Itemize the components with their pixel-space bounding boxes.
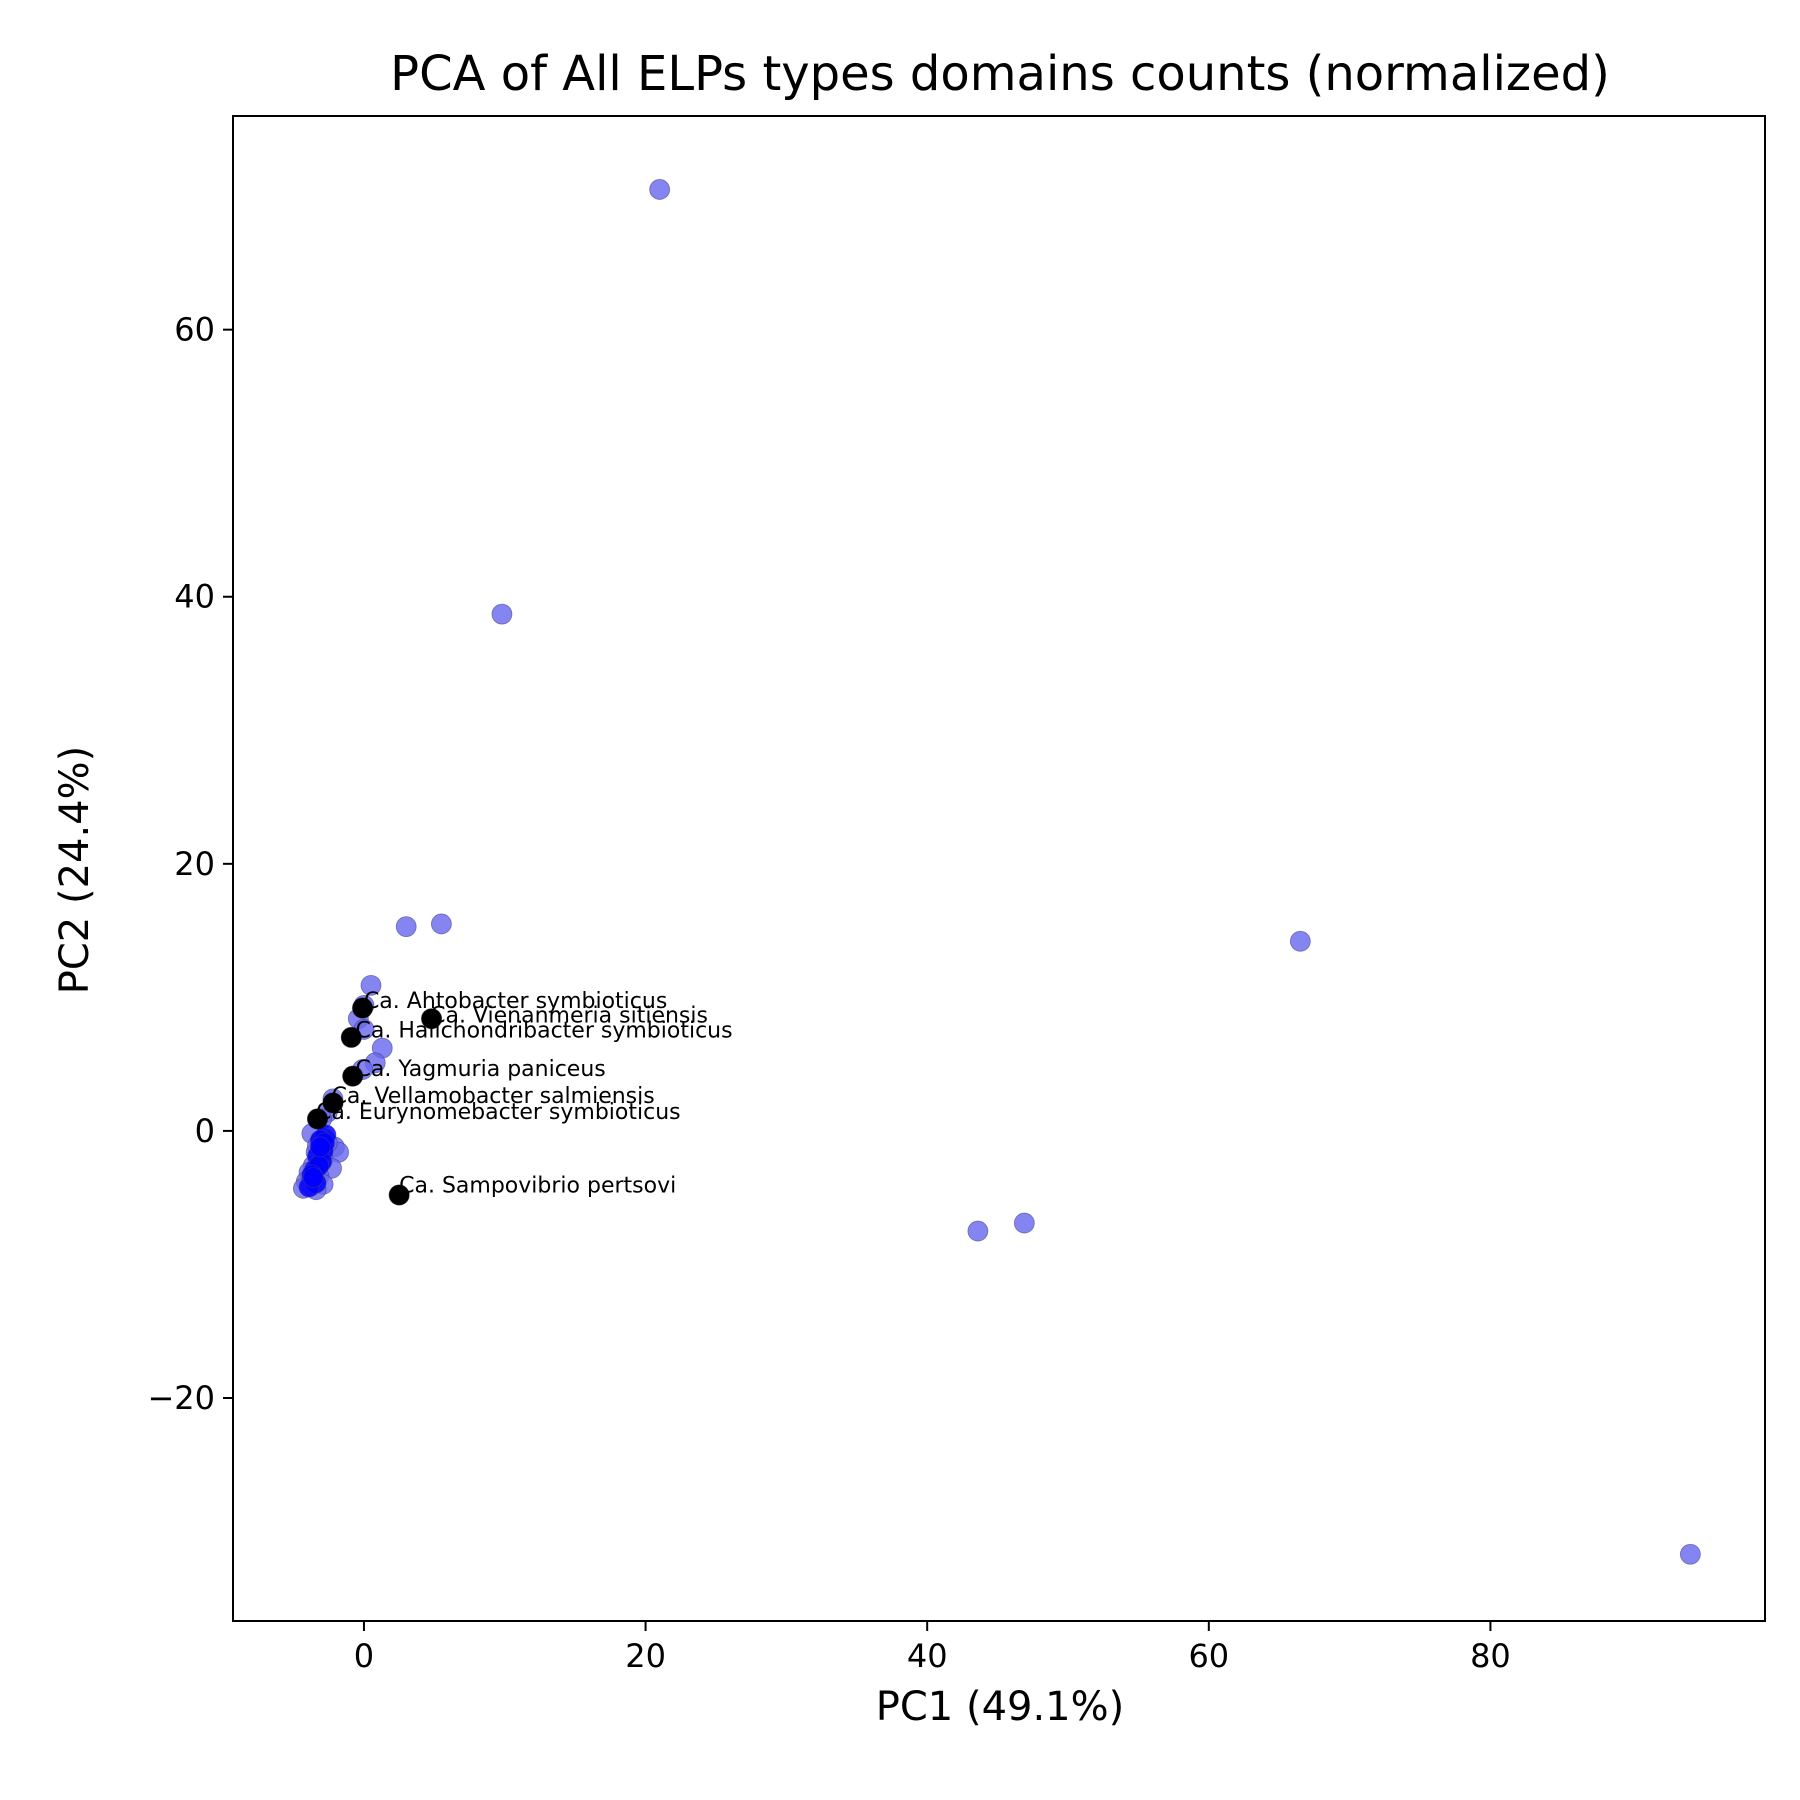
data-point	[1289, 930, 1311, 952]
data-point	[395, 916, 417, 937]
data-point	[1679, 1543, 1701, 1565]
x-axis-label: PC1 (49.1%)	[876, 1684, 1125, 1730]
data-point	[649, 179, 671, 200]
y-tick-label: 0	[195, 1112, 215, 1150]
point-annotation: Ca. Halichondribacter symbioticus	[356, 1018, 733, 1043]
x-tick-label: 20	[625, 1637, 666, 1675]
data-point	[430, 913, 452, 935]
point-annotation: Ca. Ahtobacter symbioticus	[364, 989, 667, 1014]
data-point	[360, 974, 382, 996]
y-tick-label: −20	[147, 1379, 215, 1417]
data-point	[309, 1136, 331, 1158]
data-point	[967, 1220, 989, 1242]
data-point	[491, 603, 513, 625]
x-tick-label: 60	[1188, 1637, 1229, 1675]
highlighted-point	[340, 1026, 362, 1048]
y-tick-label: 20	[174, 845, 215, 883]
point-annotation: Ca. Vienanmeria sitiensis	[430, 1004, 708, 1029]
data-point	[1013, 1212, 1035, 1234]
chart-title: PCA of All ELPs types domains counts (no…	[390, 46, 1610, 102]
highlighted-point	[421, 1008, 443, 1030]
point-annotation: Ca. Vellamobacter salmiensis	[332, 1084, 655, 1109]
point-annotation: Ca. Yagmuria paniceus	[356, 1057, 606, 1082]
x-tick-label: 80	[1470, 1637, 1511, 1675]
x-tick-label: 0	[354, 1637, 374, 1675]
highlighted-point	[342, 1065, 364, 1087]
x-tick-label: 40	[907, 1637, 948, 1675]
highlighted-point	[352, 997, 374, 1019]
y-axis-label: PC2 (24.4%)	[52, 746, 98, 995]
y-tick-label: 60	[174, 311, 215, 349]
point-annotation: Ca. Eurynomebacter symbioticus	[316, 1100, 681, 1125]
highlighted-point	[306, 1108, 328, 1130]
data-point	[302, 1167, 324, 1189]
plot-frame	[232, 115, 1766, 1622]
point-annotation: Ca. Sampovibrio pertsovi	[399, 1173, 676, 1198]
y-tick-label: 40	[174, 578, 215, 616]
highlighted-point	[388, 1184, 410, 1206]
highlighted-point	[322, 1092, 344, 1114]
